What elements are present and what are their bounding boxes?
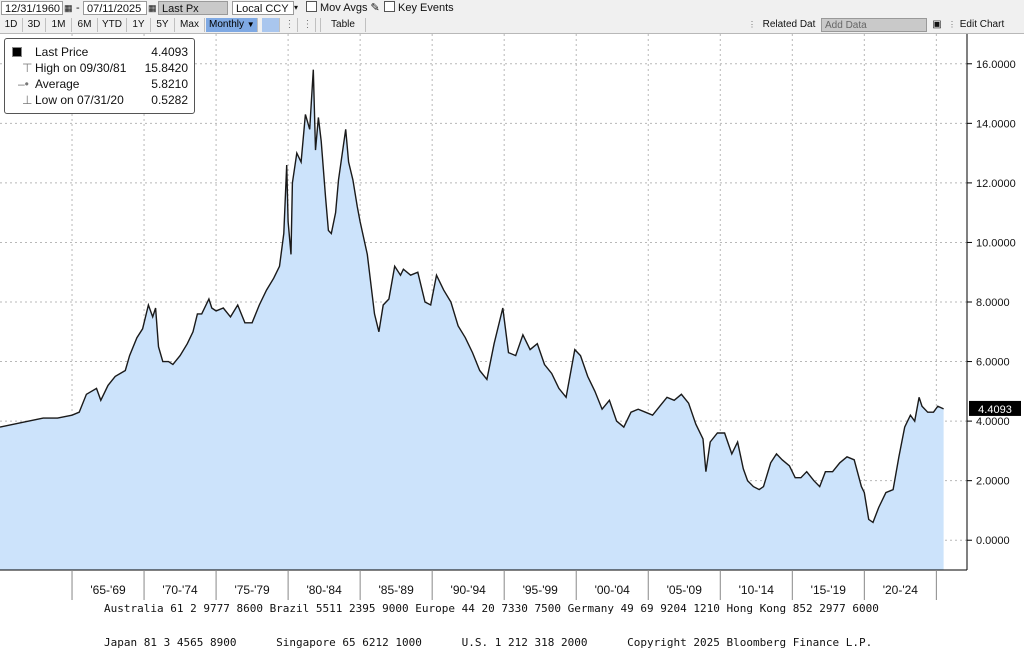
crosshair-icon[interactable]: ⋮ bbox=[300, 18, 316, 32]
frequency-value: Monthly bbox=[209, 19, 245, 30]
checkbox-icon bbox=[306, 1, 317, 12]
mov-avgs-label: Mov Avgs bbox=[320, 2, 368, 14]
high-marker-icon: ⊤ bbox=[22, 61, 33, 75]
chart-area: 0.0000 2.0000 4.0000 6.0000 8.0000 10.0000 12.… bbox=[0, 34, 1024, 607]
legend-row-high: ⊤ High on 09/30/81 15.8420 bbox=[5, 60, 194, 76]
range-5y-button[interactable]: 5Y bbox=[151, 18, 175, 32]
start-date-value: 12/31/1960 bbox=[5, 3, 61, 15]
range-1m-button[interactable]: 1M bbox=[46, 18, 72, 32]
legend-last-price-value: 4.4093 bbox=[151, 45, 188, 59]
mov-avgs-checkbox[interactable]: Mov Avgs ✎ bbox=[306, 1, 380, 15]
y-tick-label: 2.0000 bbox=[976, 476, 1010, 488]
y-tick-label: 12.0000 bbox=[976, 178, 1016, 190]
x-period-label: '90-'94 bbox=[451, 583, 487, 597]
edit-chart-button[interactable]: Edit Chart bbox=[959, 19, 1005, 30]
range-1d-button[interactable]: 1D bbox=[0, 18, 23, 32]
x-period-label: '15-'19 bbox=[811, 583, 847, 597]
legend-row-average: –• Average 5.8210 bbox=[5, 76, 194, 92]
start-date-input[interactable]: 12/31/1960 bbox=[1, 1, 63, 15]
legend-high-value: 15.8420 bbox=[144, 61, 188, 75]
x-period-label: '05-'09 bbox=[667, 583, 703, 597]
x-period-label: '85-'89 bbox=[379, 583, 415, 597]
toolbar-top: 12/31/1960 ▦ - 07/11/2025 ▦ Last Px Loca… bbox=[0, 0, 1024, 18]
toolbar-bottom: 1D 3D 1M 6M YTD 1Y 5Y Max Monthly ▼ ⋮ ⋮ … bbox=[0, 17, 1024, 34]
legend-low-label: Low on 07/31/20 bbox=[35, 93, 124, 107]
grid-toggle-icon[interactable]: ⋮ bbox=[282, 18, 298, 32]
currency-value: Local CCY bbox=[236, 3, 289, 15]
x-period-label: '20-'24 bbox=[883, 583, 919, 597]
legend-row-last-price: Last Price 4.4093 bbox=[5, 44, 194, 60]
range-1y-button[interactable]: 1Y bbox=[127, 18, 151, 32]
average-marker-icon: –• bbox=[18, 77, 29, 91]
currency-select[interactable]: Local CCY bbox=[232, 1, 294, 15]
y-tick-label: 16.0000 bbox=[976, 59, 1016, 71]
price-field-value: Last Px bbox=[162, 3, 199, 15]
chevron-down-icon: ▼ bbox=[246, 20, 255, 29]
y-tick-label: 14.0000 bbox=[976, 118, 1016, 130]
legend-average-label: Average bbox=[35, 77, 80, 91]
x-period-label: '70-'74 bbox=[162, 583, 198, 597]
legend-last-price-label: Last Price bbox=[35, 45, 89, 59]
drag-handle-icon[interactable]: ⋮ bbox=[748, 20, 756, 29]
chevron-down-icon[interactable]: ▾ bbox=[294, 3, 299, 12]
x-period-label: '00-'04 bbox=[595, 583, 631, 597]
add-data-input[interactable]: Add Data bbox=[821, 18, 927, 32]
x-period-label: '65-'69 bbox=[90, 583, 126, 597]
pencil-icon[interactable]: ✎ bbox=[370, 2, 380, 14]
chart-legend[interactable]: Last Price 4.4093 ⊤ High on 09/30/81 15.… bbox=[4, 38, 195, 114]
calendar-icon[interactable]: ▦ bbox=[64, 3, 73, 13]
date-separator: - bbox=[76, 2, 80, 14]
y-tick-label: 8.0000 bbox=[976, 297, 1010, 309]
range-6m-button[interactable]: 6M bbox=[72, 18, 98, 32]
legend-high-label: High on 09/30/81 bbox=[35, 61, 127, 75]
legend-row-low: ⊥ Low on 07/31/20 0.5282 bbox=[5, 92, 194, 108]
price-field-select[interactable]: Last Px bbox=[158, 1, 228, 15]
legend-average-value: 5.8210 bbox=[151, 77, 188, 91]
last-price-square-icon bbox=[12, 47, 22, 57]
chart-type-line-button[interactable] bbox=[262, 18, 280, 32]
key-events-label: Key Events bbox=[398, 2, 454, 14]
end-date-value: 07/11/2025 bbox=[87, 3, 142, 15]
end-date-input[interactable]: 07/11/2025 bbox=[83, 1, 147, 15]
x-period-label: '80-'84 bbox=[306, 583, 342, 597]
x-period-label: '10-'14 bbox=[739, 583, 775, 597]
y-tick-label: 0.0000 bbox=[976, 535, 1010, 547]
x-period-label: '75-'79 bbox=[234, 583, 270, 597]
range-ytd-button[interactable]: YTD bbox=[98, 18, 127, 32]
related-data-button[interactable]: Related Dat bbox=[762, 19, 816, 30]
y-tick-label: 6.0000 bbox=[976, 357, 1010, 369]
last-price-tag-label: 4.4093 bbox=[978, 404, 1012, 416]
price-chart[interactable]: 0.0000 2.0000 4.0000 6.0000 8.0000 10.0000 12.… bbox=[0, 34, 1024, 602]
y-tick-label: 4.0000 bbox=[976, 416, 1010, 428]
price-area bbox=[0, 69, 944, 570]
legend-low-value: 0.5282 bbox=[151, 93, 188, 107]
price-line bbox=[0, 69, 944, 524]
calendar-icon[interactable]: ▦ bbox=[148, 3, 157, 13]
settings-icon[interactable]: ▣ bbox=[932, 19, 942, 30]
last-price-tag: 4.4093 bbox=[969, 400, 1021, 416]
checkbox-icon bbox=[384, 1, 395, 12]
range-3d-button[interactable]: 3D bbox=[23, 18, 46, 32]
footer-phone-line-2: Japan 81 3 4565 8900 Singapore 65 6212 1… bbox=[104, 636, 873, 649]
y-tick-label: 10.0000 bbox=[976, 237, 1016, 249]
key-events-checkbox[interactable]: Key Events bbox=[384, 1, 454, 15]
footer-phone-line-1: Australia 61 2 9777 8600 Brazil 5511 239… bbox=[104, 602, 879, 615]
table-button[interactable]: Table bbox=[320, 18, 366, 32]
x-period-label: '95-'99 bbox=[523, 583, 559, 597]
drag-handle-icon[interactable]: ⋮ bbox=[948, 20, 956, 29]
frequency-select[interactable]: Monthly ▼ bbox=[206, 18, 258, 32]
range-max-button[interactable]: Max bbox=[175, 18, 205, 32]
low-marker-icon: ⊥ bbox=[22, 93, 33, 107]
